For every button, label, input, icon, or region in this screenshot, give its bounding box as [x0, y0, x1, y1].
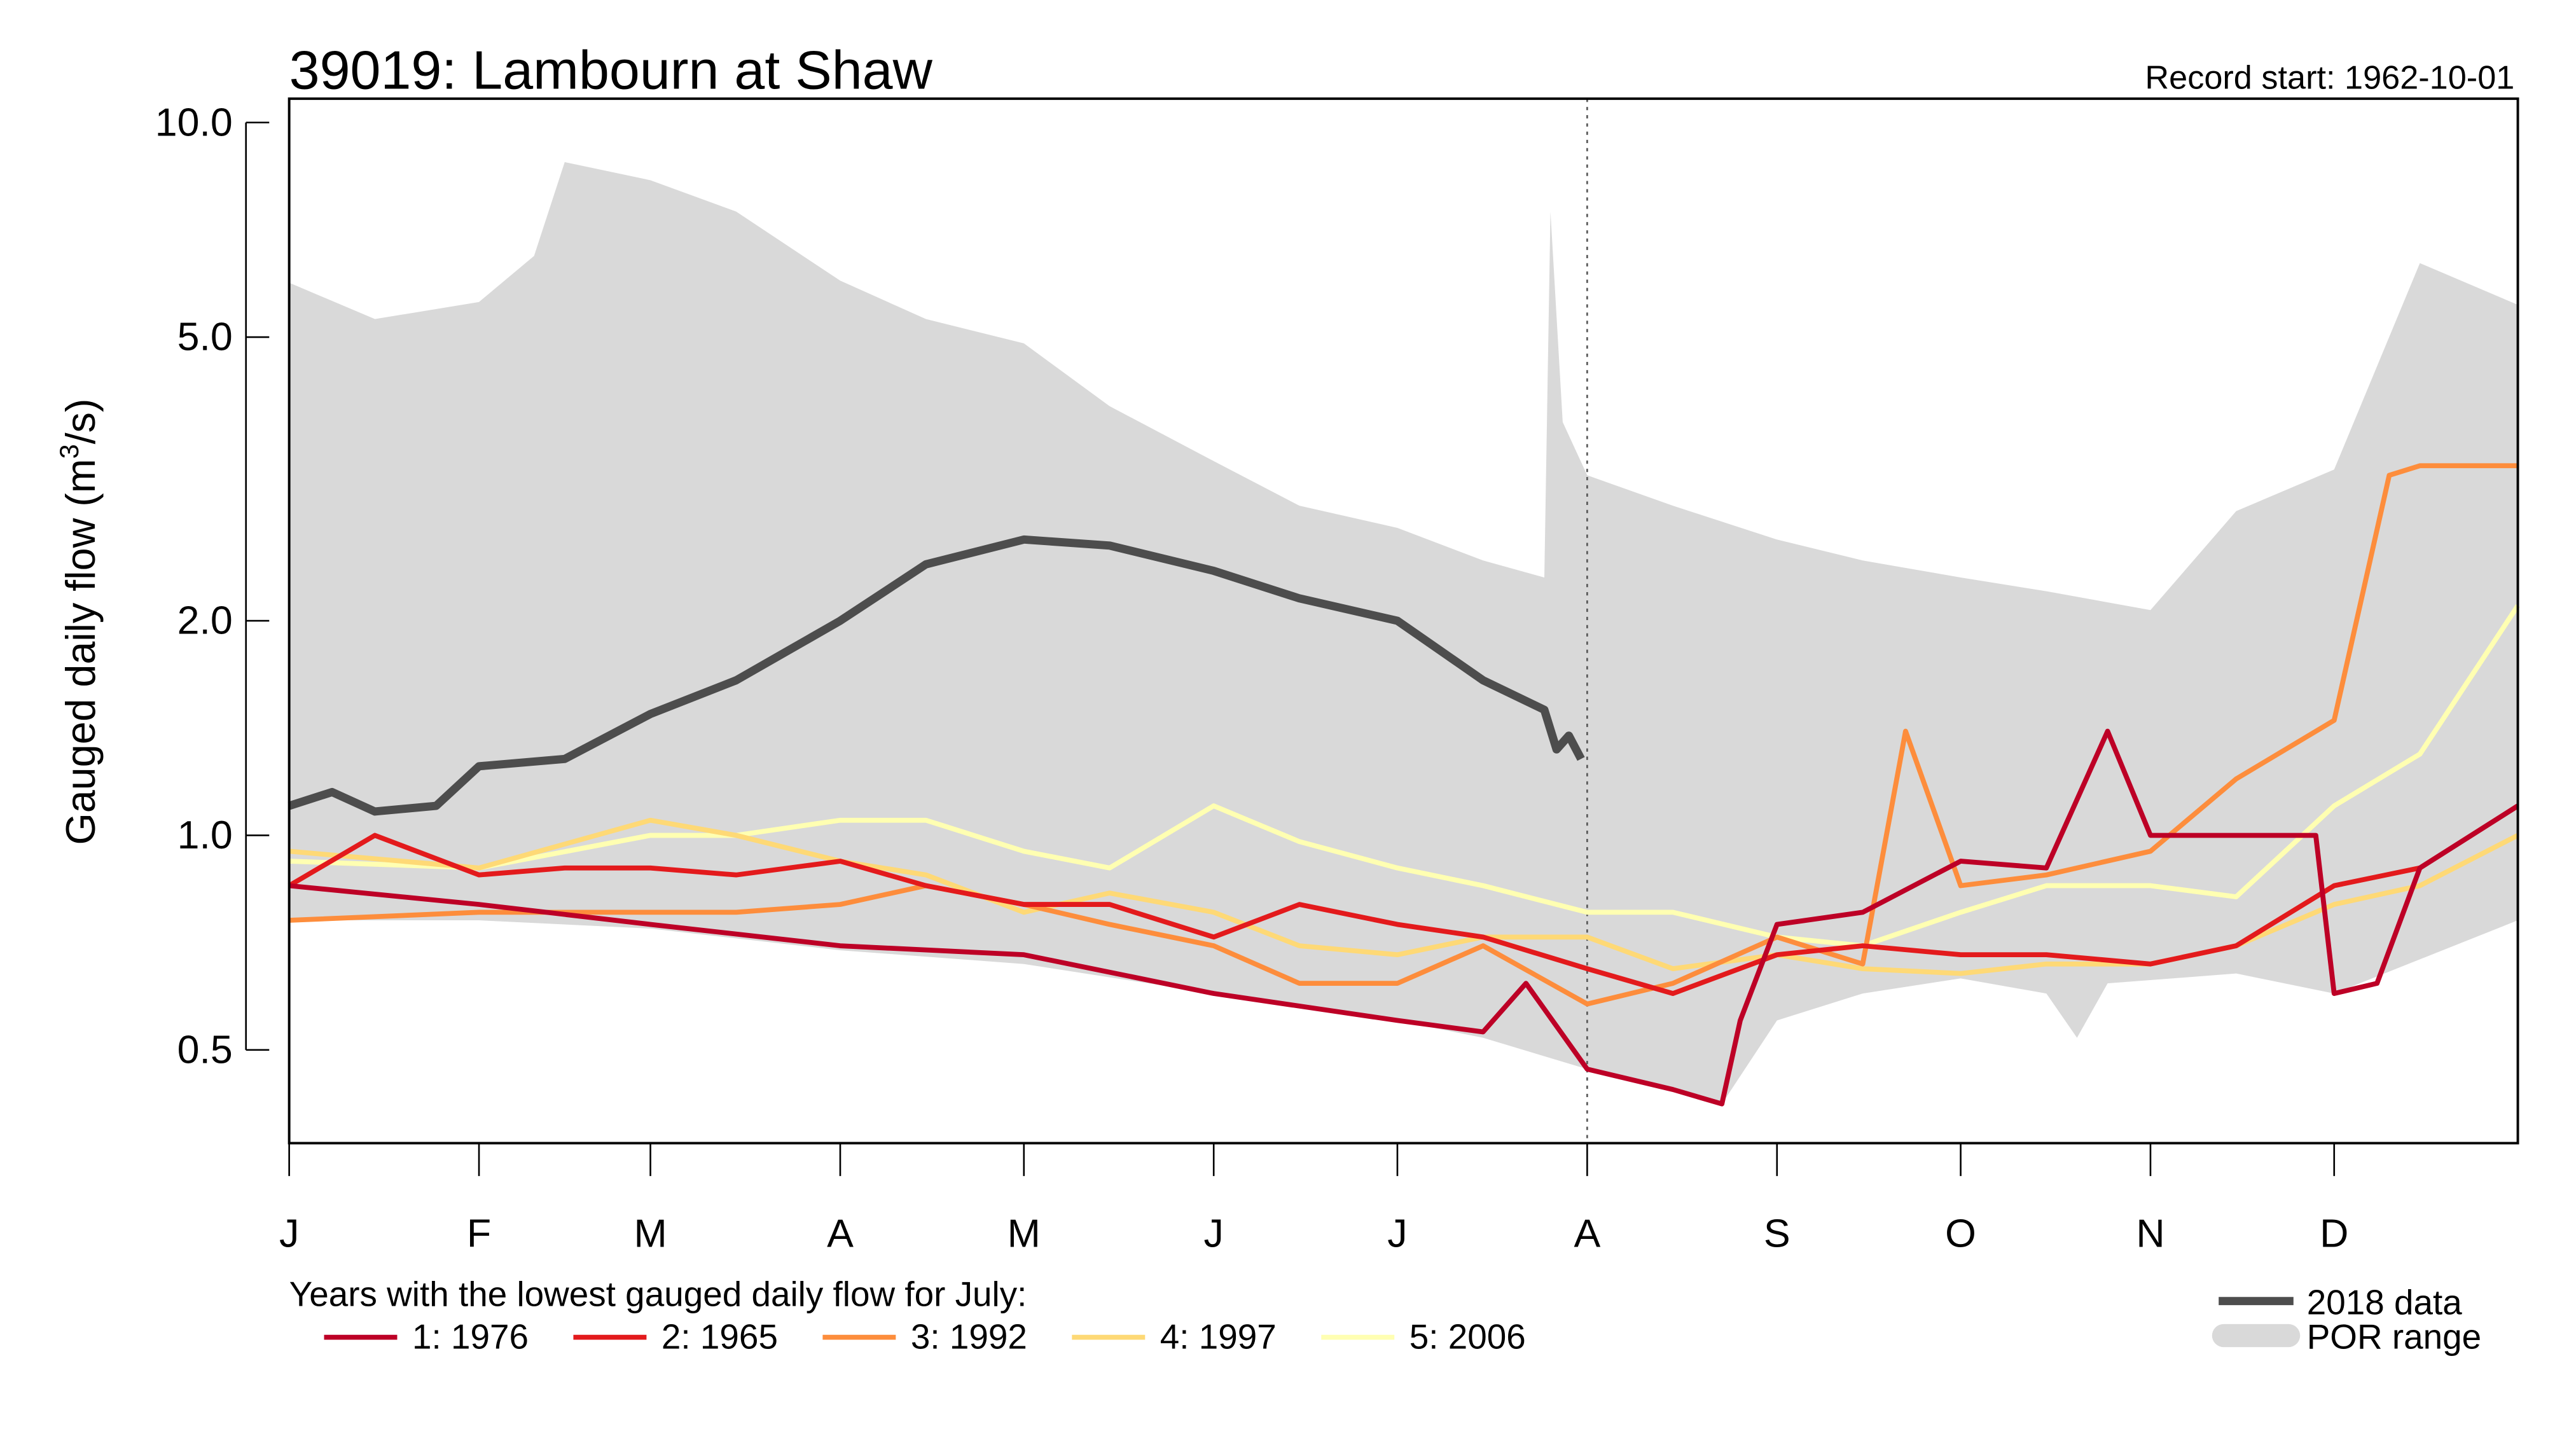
- y-tick-label: 5.0: [177, 315, 233, 359]
- series-line-2-1965: [287, 803, 2519, 996]
- y-axis: 10.0 5.0 2.0 1.0 0.5: [155, 101, 270, 1072]
- legend: 1: 1976 2: 1965 3: 1992 4: 1997 5: 2006 2018 …: [324, 1283, 2481, 1357]
- legend-label: 1: 1976: [412, 1318, 529, 1357]
- por-range-band: [289, 162, 2518, 1104]
- x-tick-label: M: [1008, 1212, 1041, 1256]
- legend-title: Years with the lowest gauged daily flow …: [289, 1275, 1027, 1314]
- plot-area: [287, 99, 2520, 1144]
- y-tick-label: 2.0: [177, 599, 233, 643]
- x-tick-label: D: [2320, 1212, 2348, 1256]
- legend-label-2018: 2018 data: [2307, 1283, 2463, 1322]
- x-tick-label: J: [1204, 1212, 1224, 1256]
- legend-label: 2: 1965: [661, 1318, 778, 1357]
- x-tick-label: F: [467, 1212, 491, 1256]
- x-tick-label: N: [2136, 1212, 2164, 1256]
- x-tick-label: S: [1764, 1212, 1790, 1256]
- legend-label: 5: 2006: [1409, 1318, 1526, 1357]
- y-tick-label: 0.5: [177, 1028, 233, 1072]
- series-line-3-1992: [289, 463, 2518, 1007]
- y-tick-label: 1.0: [177, 813, 233, 857]
- series-line-1-1976: [289, 728, 2519, 1107]
- chart-subtitle: Record start: 1962-10-01: [2145, 60, 2514, 97]
- legend-label: 3: 1992: [911, 1318, 1027, 1357]
- y-tick-label: 10.0: [155, 101, 233, 145]
- x-tick-label: M: [634, 1212, 667, 1256]
- series-line-2018-data: [287, 535, 1585, 816]
- series-line-5-2006: [289, 604, 2520, 948]
- x-tick-label: J: [1387, 1212, 1407, 1256]
- x-tick-label: A: [1574, 1212, 1600, 1256]
- legend-label-por: POR range: [2307, 1318, 2481, 1357]
- legend-label: 4: 1997: [1160, 1318, 1277, 1357]
- x-tick-label: J: [279, 1212, 299, 1256]
- chart-title: 39019: Lambourn at Shaw: [289, 40, 933, 101]
- x-tick-label: O: [1945, 1212, 1976, 1256]
- y-axis-label: Gauged daily flow (m3/s): [54, 399, 104, 845]
- x-tick-label: A: [827, 1212, 854, 1256]
